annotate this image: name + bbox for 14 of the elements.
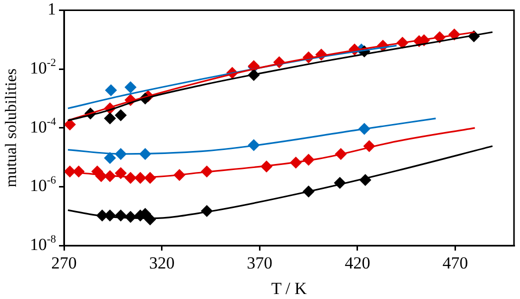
x-tick-label: 320 <box>149 253 175 272</box>
y-axis-title: mutual solubilities <box>3 68 20 188</box>
y-tick-label: 1 <box>48 0 56 19</box>
point <box>114 109 127 122</box>
point <box>64 118 76 131</box>
point <box>104 112 116 124</box>
point <box>104 152 116 164</box>
x-tick-label: 270 <box>51 253 77 272</box>
x-tick-label: 470 <box>442 253 468 272</box>
x-axis-title: T / K <box>271 278 308 298</box>
point <box>104 84 117 96</box>
point <box>124 81 137 94</box>
x-tick-label: 370 <box>246 253 272 272</box>
x-tick-label: 420 <box>344 253 370 272</box>
